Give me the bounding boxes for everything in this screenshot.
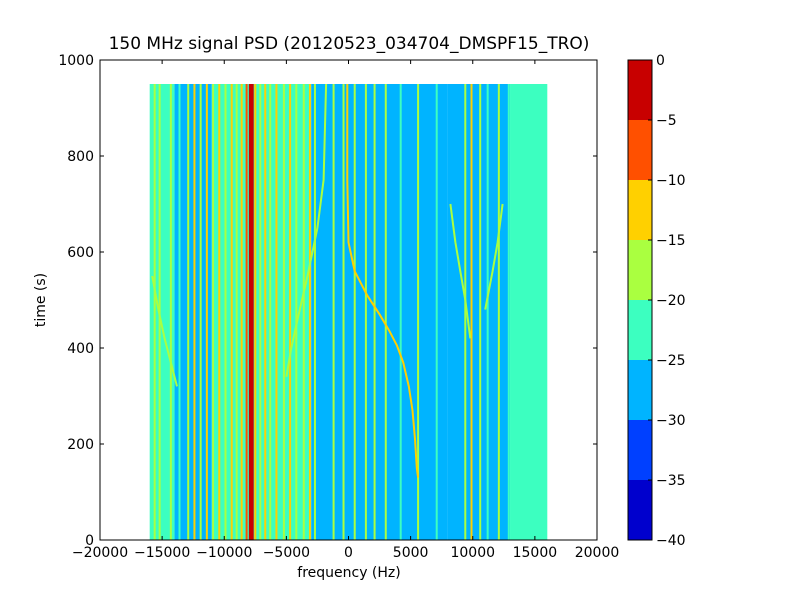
heatmap-line [417, 84, 420, 540]
heatmap-line [373, 84, 376, 540]
heatmap-region [174, 84, 212, 540]
y-tick-label: 1000 [58, 53, 94, 69]
colorbar: −40 −35 −30 −25 −20 −15 −10 −5 0 [627, 53, 686, 549]
colorbar-tick-label: 0 [656, 53, 665, 69]
y-tick-label: 600 [67, 245, 94, 261]
heatmap-line [497, 84, 500, 540]
heatmap-line [342, 84, 345, 540]
heatmap-line [313, 84, 316, 540]
heatmap-line [199, 84, 202, 540]
heatmap-line [205, 84, 208, 540]
x-tick-label: −20000 [72, 545, 128, 561]
heatmap-trace [449, 203, 472, 339]
heatmap-line [212, 84, 215, 540]
x-tick-label: −5000 [263, 545, 310, 561]
heatmap-trace [151, 275, 178, 387]
heatmap-line [235, 84, 238, 540]
heatmap-line [218, 84, 221, 540]
heatmap-line [470, 84, 473, 540]
heatmap-line [435, 84, 438, 540]
y-tick-label: 0 [85, 533, 94, 549]
axes: −20000 −15000 −10000 −5000 0 5000 10000 15000 20… [58, 53, 619, 561]
heatmap-line [254, 84, 257, 540]
heatmap-line [230, 84, 233, 540]
heatmap-line [302, 84, 305, 540]
heatmap-trace [346, 84, 420, 478]
colorbar-tick-label: −30 [656, 413, 686, 429]
x-tick-label: 10000 [450, 545, 495, 561]
heatmap [149, 83, 548, 540]
heatmap-line [289, 84, 292, 540]
x-tick-label: 0 [344, 545, 353, 561]
heatmap-region [348, 84, 448, 540]
colorbar-segment [628, 300, 652, 360]
heatmap-line [464, 84, 467, 540]
colorbar-tick-label: −25 [656, 353, 686, 369]
y-tick-label: 800 [67, 149, 94, 165]
x-tick-label: −10000 [196, 545, 252, 561]
chart-title: 150 MHz signal PSD (20120523_034704_DMSP… [109, 34, 590, 54]
colorbar-segment [628, 360, 652, 420]
heatmap-trace [285, 83, 328, 377]
heatmap-region [211, 84, 312, 540]
x-tick-label: 20000 [575, 545, 620, 561]
heatmap-line [332, 84, 335, 540]
heatmap-line [269, 84, 272, 540]
colorbar-segment [628, 180, 652, 240]
colorbar-segment [628, 240, 652, 300]
colorbar-tick-label: −5 [656, 113, 677, 129]
heatmap-trace [484, 203, 504, 310]
colorbar-tick-label: −20 [656, 293, 686, 309]
heatmap-line [507, 84, 510, 540]
heatmap-line [240, 84, 243, 540]
heatmap-line [275, 84, 278, 540]
heatmap-line [384, 84, 387, 540]
heatmap-line [282, 84, 285, 540]
colorbar-segment [628, 420, 652, 480]
heatmap-line [248, 84, 252, 540]
colorbar-tick-label: −35 [656, 473, 686, 489]
heatmap-line [153, 84, 156, 540]
colorbar-tick-label: −10 [656, 173, 686, 189]
heatmap-line [187, 84, 190, 540]
heatmap-line [364, 84, 367, 540]
heatmap-line [250, 84, 254, 540]
colorbar-segment [628, 480, 652, 540]
heatmap-line [224, 84, 227, 540]
heatmap-line [169, 84, 172, 540]
x-tick-label: 5000 [393, 545, 429, 561]
heatmap-line [479, 84, 482, 540]
colorbar-tick-label: −15 [656, 233, 686, 249]
colorbar-segment [628, 60, 652, 120]
heatmap-line [178, 84, 181, 540]
colorbar-segment [628, 120, 652, 180]
x-tick-label: 15000 [513, 545, 558, 561]
heatmap-region [510, 84, 548, 540]
heatmap-line [308, 84, 311, 540]
heatmap-line [353, 84, 356, 540]
heatmap-line [295, 84, 298, 540]
colorbar-tick-label: −40 [656, 533, 686, 549]
heatmap-line [193, 84, 196, 540]
heatmap-region [311, 84, 349, 540]
heatmap-line [259, 84, 262, 540]
x-axis-label: frequency (Hz) [297, 565, 400, 581]
y-tick-label: 200 [67, 437, 94, 453]
y-axis-label: time (s) [33, 273, 49, 327]
y-tick-label: 400 [67, 341, 94, 357]
x-tick-label: −15000 [134, 545, 190, 561]
heatmap-line [264, 84, 267, 540]
heatmap-line [245, 84, 248, 540]
heatmap-region [447, 84, 511, 540]
heatmap-line [486, 84, 489, 540]
heatmap-line [399, 84, 402, 540]
